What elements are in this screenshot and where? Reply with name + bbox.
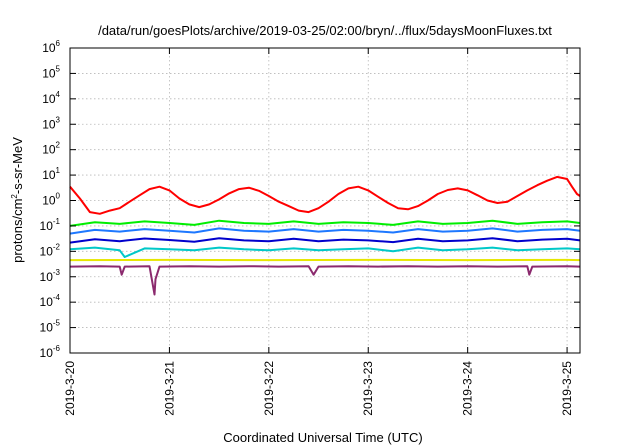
y-tick-base: 10 — [42, 194, 56, 208]
y-axis-label-base: protons/cm — [10, 199, 25, 263]
y-tick-exp: 2 — [56, 141, 61, 150]
y-tick-label: 10-5 — [40, 319, 61, 335]
y-tick-base: 10 — [40, 321, 54, 335]
y-tick-exp: 1 — [56, 166, 61, 175]
grid-layer — [70, 48, 580, 353]
y-tick-base: 10 — [42, 117, 56, 131]
y-tick-exp: 3 — [56, 115, 61, 124]
y-tick-base: 10 — [42, 66, 56, 80]
series-line-1 — [69, 175, 581, 215]
y-tick-label: 103 — [42, 115, 60, 131]
y-tick-label: 102 — [42, 141, 60, 157]
y-tick-base: 10 — [42, 92, 56, 106]
y-tick-label: 106 — [42, 39, 60, 55]
x-tick-label: 2019-3-25 — [560, 361, 574, 416]
y-tick-label: 10-1 — [40, 217, 61, 233]
y-tick-exp: -3 — [53, 268, 61, 277]
x-axis-label: Coordinated Universal Time (UTC) — [223, 430, 422, 445]
y-tick-label: 101 — [42, 166, 60, 182]
y-tick-base: 10 — [42, 168, 56, 182]
y-tick-base: 10 — [42, 143, 56, 157]
y-tick-exp: -2 — [53, 242, 61, 251]
series-line-5 — [69, 246, 581, 258]
y-tick-base: 10 — [40, 346, 54, 360]
y-tick-label: 105 — [42, 64, 60, 80]
y-tick-label: 10-4 — [40, 293, 61, 309]
y-tick-exp: -6 — [53, 344, 61, 353]
y-tick-exp: 5 — [56, 64, 61, 73]
y-tick-base: 10 — [40, 244, 54, 258]
y-tick-base: 10 — [40, 219, 54, 233]
y-tick-label: 10-6 — [40, 344, 61, 360]
y-tick-exp: 6 — [56, 39, 61, 48]
y-tick-exp: -1 — [53, 217, 61, 226]
y-tick-exp: -4 — [53, 293, 61, 302]
y-tick-exp: -5 — [53, 319, 61, 328]
y-axis-label-rest: -s-sr-MeV — [10, 137, 25, 194]
ticks-layer: 10-610-510-410-310-210-11001011021031041… — [40, 39, 580, 416]
series-line-7 — [69, 265, 581, 296]
y-tick-base: 10 — [40, 295, 54, 309]
series-layer — [69, 175, 581, 296]
chart-title: /data/run/goesPlots/archive/2019-03-25/0… — [98, 23, 552, 38]
y-tick-exp: 4 — [56, 90, 61, 99]
y-tick-label: 10-3 — [40, 268, 61, 284]
series-line-2 — [69, 219, 581, 227]
x-tick-label: 2019-3-21 — [162, 361, 176, 416]
x-tick-label: 2019-3-23 — [361, 361, 375, 416]
y-axis-label: protons/cm2-s-sr-MeV — [10, 137, 25, 263]
y-tick-base: 10 — [42, 41, 56, 55]
y-tick-base: 10 — [40, 270, 54, 284]
y-axis-label-sup: 2 — [10, 194, 19, 199]
y-tick-exp: 0 — [56, 192, 61, 201]
x-tick-label: 2019-3-20 — [63, 361, 77, 416]
y-tick-label: 10-2 — [40, 242, 61, 258]
series-line-3 — [69, 227, 581, 235]
x-tick-label: 2019-3-24 — [461, 361, 475, 416]
y-tick-label: 100 — [42, 192, 60, 208]
y-tick-label: 104 — [42, 90, 60, 106]
series-line-4 — [69, 237, 581, 244]
x-tick-label: 2019-3-22 — [262, 361, 276, 416]
